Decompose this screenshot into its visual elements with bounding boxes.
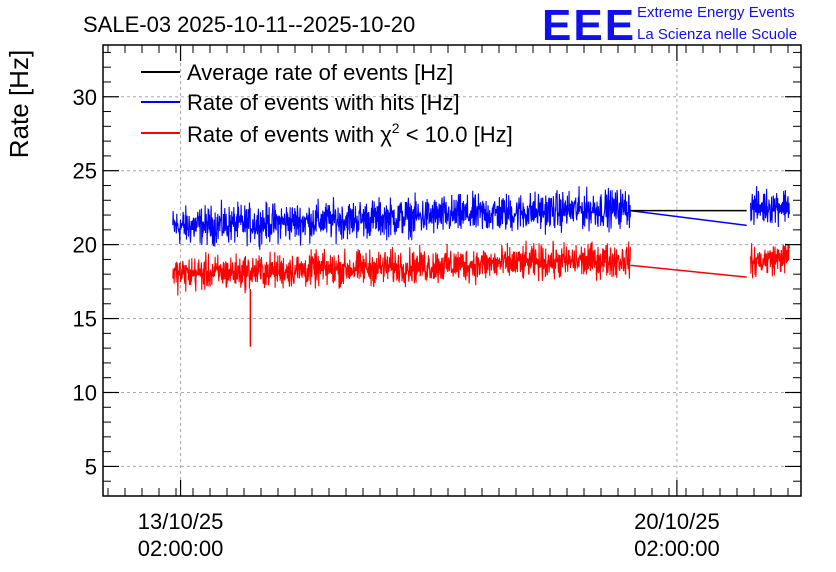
y-tick-label: 30 bbox=[73, 85, 97, 110]
legend-hits: Rate of events with hits [Hz] bbox=[187, 90, 460, 115]
legend: Average rate of events [Hz] Rate of even… bbox=[141, 60, 513, 147]
hits-series-segment bbox=[750, 186, 790, 228]
chi2-series-segment bbox=[750, 243, 790, 279]
y-tick-label: 10 bbox=[73, 380, 97, 405]
y-tick-label: 5 bbox=[85, 454, 97, 479]
plot-series bbox=[172, 186, 790, 347]
chi2-series-segment bbox=[172, 240, 631, 296]
y-axis-label: Rate [Hz] bbox=[4, 50, 34, 158]
chart-title: SALE-03 2025-10-11--2025-10-20 bbox=[83, 12, 415, 37]
logo-line-1: Extreme Energy Events bbox=[637, 4, 795, 21]
logo-mark: EEE bbox=[542, 1, 636, 50]
eee-logo: EEE Extreme Energy Events La Scienza nel… bbox=[542, 1, 797, 50]
logo-line-2: La Scienza nelle Scuole bbox=[637, 26, 797, 43]
y-tick-label: 20 bbox=[73, 233, 97, 258]
plot-frame bbox=[102, 44, 802, 497]
x-tick-date: 13/10/25 bbox=[138, 509, 224, 534]
hits-series-segment bbox=[172, 186, 631, 250]
y-tick-label: 15 bbox=[73, 307, 97, 332]
chi2-connector bbox=[630, 264, 747, 278]
y-tick-label: 25 bbox=[73, 159, 97, 184]
hits-connector bbox=[630, 209, 747, 227]
x-tick-time: 02:00:00 bbox=[138, 536, 224, 561]
axis-ticks: 5101520253013/10/2502:00:0020/10/2502:00… bbox=[73, 45, 801, 561]
legend-average: Average rate of events [Hz] bbox=[187, 60, 453, 85]
legend-chi2: Rate of events with χ2 < 10.0 [Hz] bbox=[187, 120, 513, 147]
x-tick-date: 20/10/25 bbox=[634, 509, 720, 534]
x-tick-time: 02:00:00 bbox=[634, 536, 720, 561]
grid-lines bbox=[103, 45, 801, 496]
